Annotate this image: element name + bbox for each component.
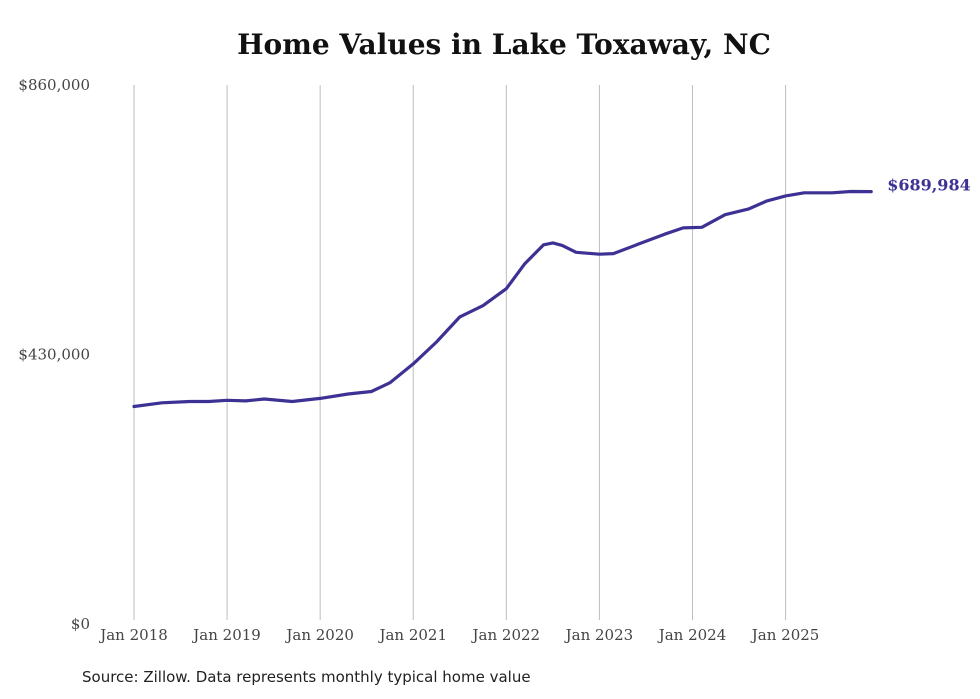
series-layer xyxy=(132,189,873,409)
source-note: Source: Zillow. Data represents monthly … xyxy=(82,668,531,686)
x-tick-label: Jan 2021 xyxy=(377,626,447,644)
chart-title: Home Values in Lake Toxaway, NC xyxy=(237,28,771,61)
x-tick-label: Jan 2024 xyxy=(657,626,727,644)
y-axis-ticks: $0 $430,000 $860,000 xyxy=(18,76,90,633)
x-tick-label: Jan 2022 xyxy=(471,626,541,644)
x-tick-label: Jan 2020 xyxy=(284,626,354,644)
end-value-label: $689,984 xyxy=(887,176,971,195)
y-tick-label: $860,000 xyxy=(18,76,90,94)
x-tick-label: Jan 2018 xyxy=(98,626,168,644)
y-tick-label: $0 xyxy=(71,615,90,633)
grid-lines xyxy=(133,85,787,620)
annotation-layer: $689,984 xyxy=(887,176,971,195)
y-tick-label: $430,000 xyxy=(18,346,90,364)
series-line xyxy=(132,189,873,409)
x-tick-label: Jan 2023 xyxy=(564,626,634,644)
x-tick-label: Jan 2025 xyxy=(750,626,820,644)
x-tick-label: Jan 2019 xyxy=(191,626,261,644)
x-axis-ticks: Jan 2018 Jan 2019 Jan 2020 Jan 2021 Jan 2022… xyxy=(98,626,819,644)
